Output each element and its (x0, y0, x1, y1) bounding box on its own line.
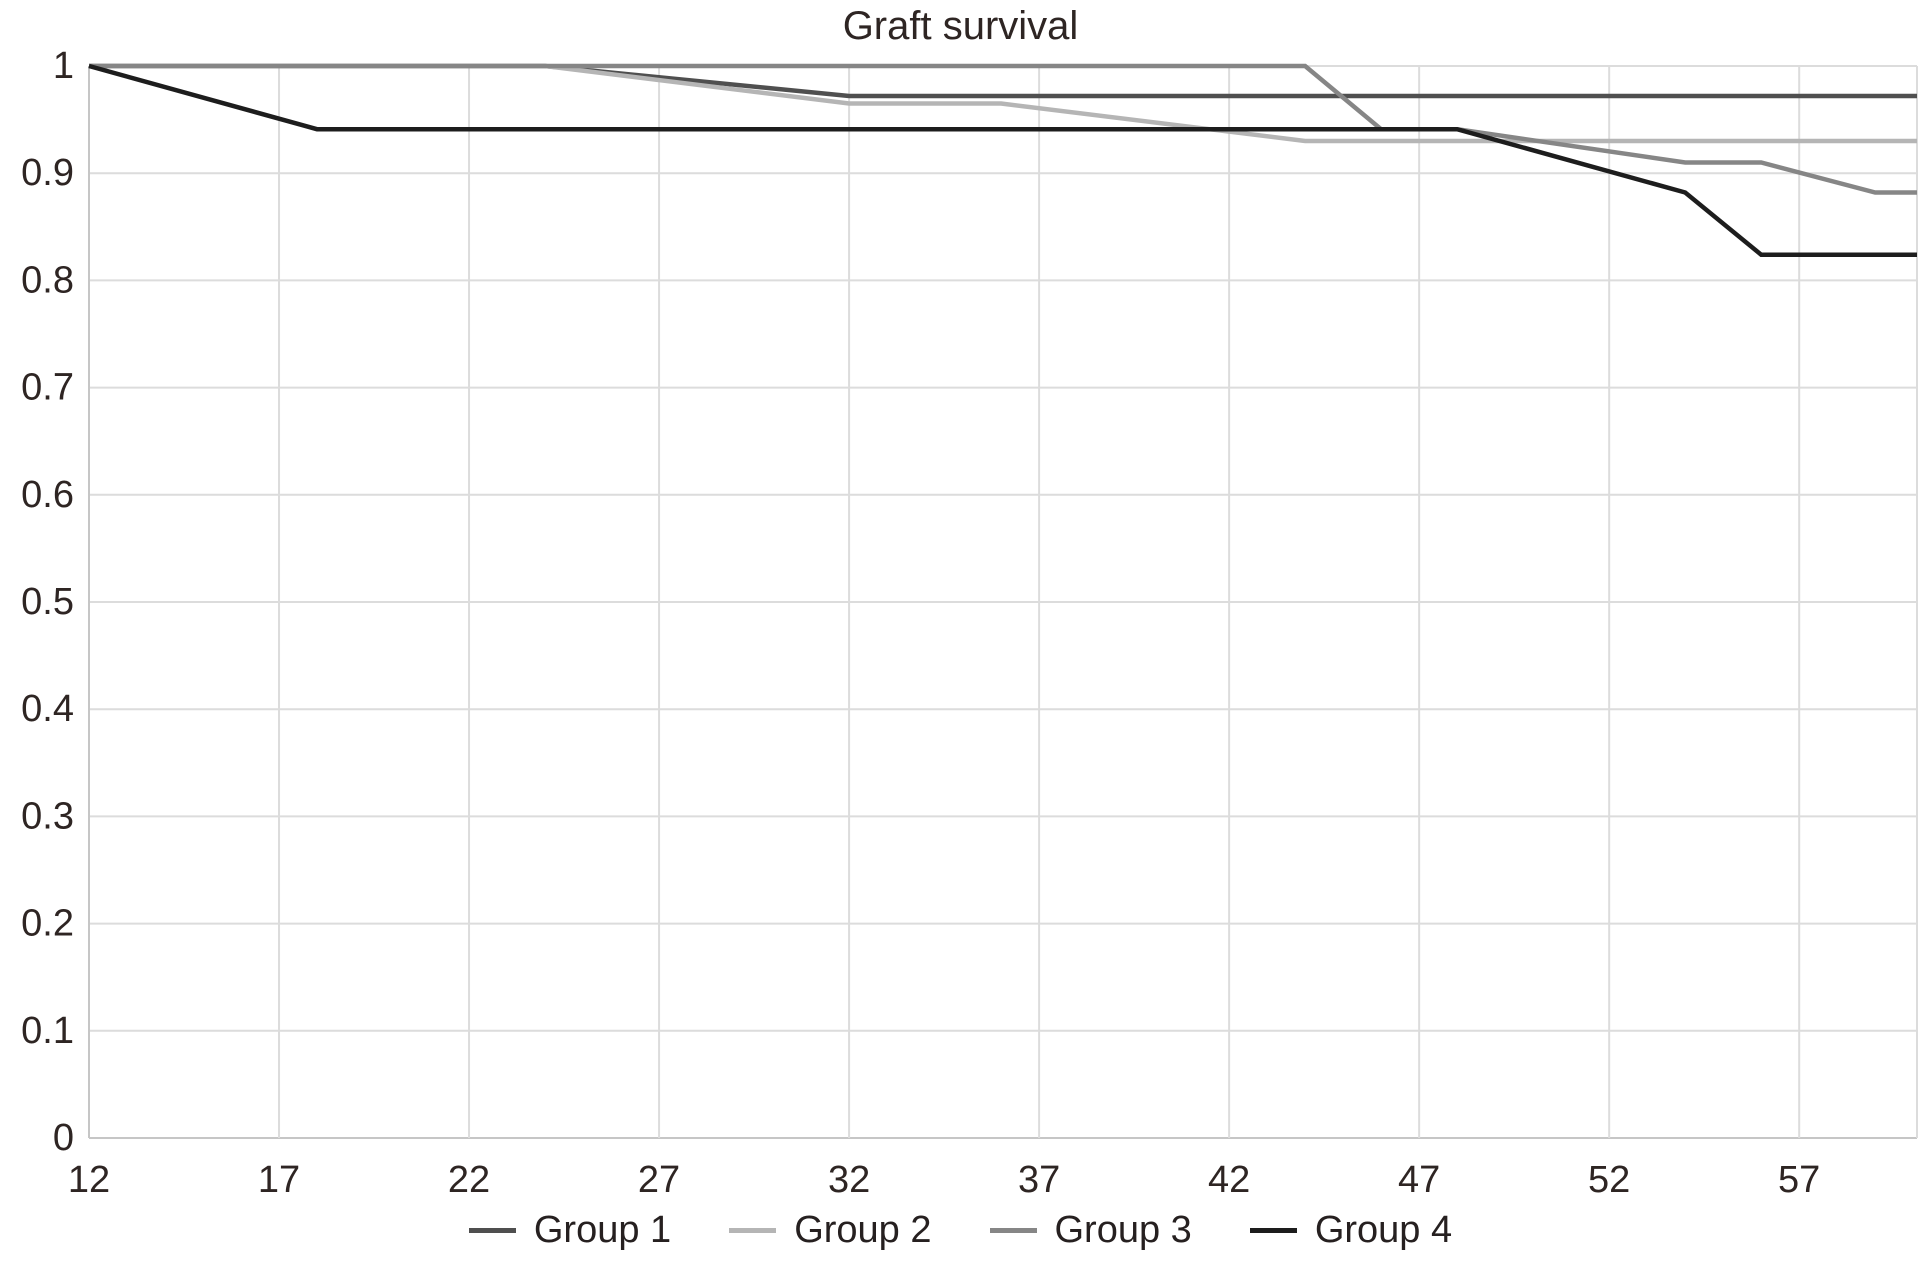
legend-swatch-group-3 (989, 1227, 1037, 1233)
y-tick-label-0.7: 0.7 (21, 367, 74, 409)
x-tick-label-27: 27 (638, 1159, 680, 1201)
chart-legend: Group 1 Group 2 Group 3 Group 4 (0, 1203, 1921, 1257)
y-tick-label-0.5: 0.5 (21, 581, 74, 623)
y-tick-label-1: 1 (53, 45, 74, 87)
legend-label-group-3: Group 3 (1054, 1209, 1192, 1251)
y-tick-label-0.4: 0.4 (21, 688, 74, 730)
x-tick-label-57: 57 (1778, 1159, 1820, 1201)
y-tick-label-0.3: 0.3 (21, 795, 74, 837)
legend-label-group-2: Group 2 (794, 1209, 932, 1251)
y-tick-label-0.8: 0.8 (21, 259, 74, 301)
legend-swatch-group-2 (729, 1227, 777, 1233)
x-tick-label-42: 42 (1208, 1159, 1250, 1201)
y-tick-label-0.1: 0.1 (21, 1010, 74, 1052)
x-tick-label-12: 12 (68, 1159, 110, 1201)
series-line-group-1 (89, 63, 1917, 99)
legend-swatch-group-4 (1249, 1227, 1297, 1233)
x-tick-label-47: 47 (1398, 1159, 1440, 1201)
legend-label-group-1: Group 1 (533, 1209, 672, 1251)
y-tick-label-0.9: 0.9 (21, 152, 74, 194)
legend-item-group-3: Group 3 (989, 1209, 1192, 1251)
legend-item-group-2: Group 2 (729, 1209, 932, 1251)
legend-label-group-4: Group 4 (1314, 1209, 1453, 1251)
y-tick-label-0.6: 0.6 (21, 474, 74, 516)
legend-item-group-1: Group 1 (468, 1209, 672, 1251)
y-tick-label-0: 0 (53, 1117, 74, 1159)
chart-title: Graft survival (842, 4, 1079, 48)
x-tick-label-22: 22 (448, 1159, 490, 1201)
y-tick-label-0.2: 0.2 (21, 903, 74, 945)
x-tick-label-37: 37 (1018, 1159, 1060, 1201)
series-line-group-4 (88, 63, 1917, 257)
legend-swatch-group-1 (468, 1227, 516, 1233)
legend-item-group-4: Group 4 (1249, 1209, 1453, 1251)
x-tick-label-32: 32 (828, 1159, 870, 1201)
series-line-group-3 (89, 63, 1917, 195)
x-tick-label-52: 52 (1588, 1159, 1630, 1201)
x-tick-label-17: 17 (258, 1159, 300, 1201)
